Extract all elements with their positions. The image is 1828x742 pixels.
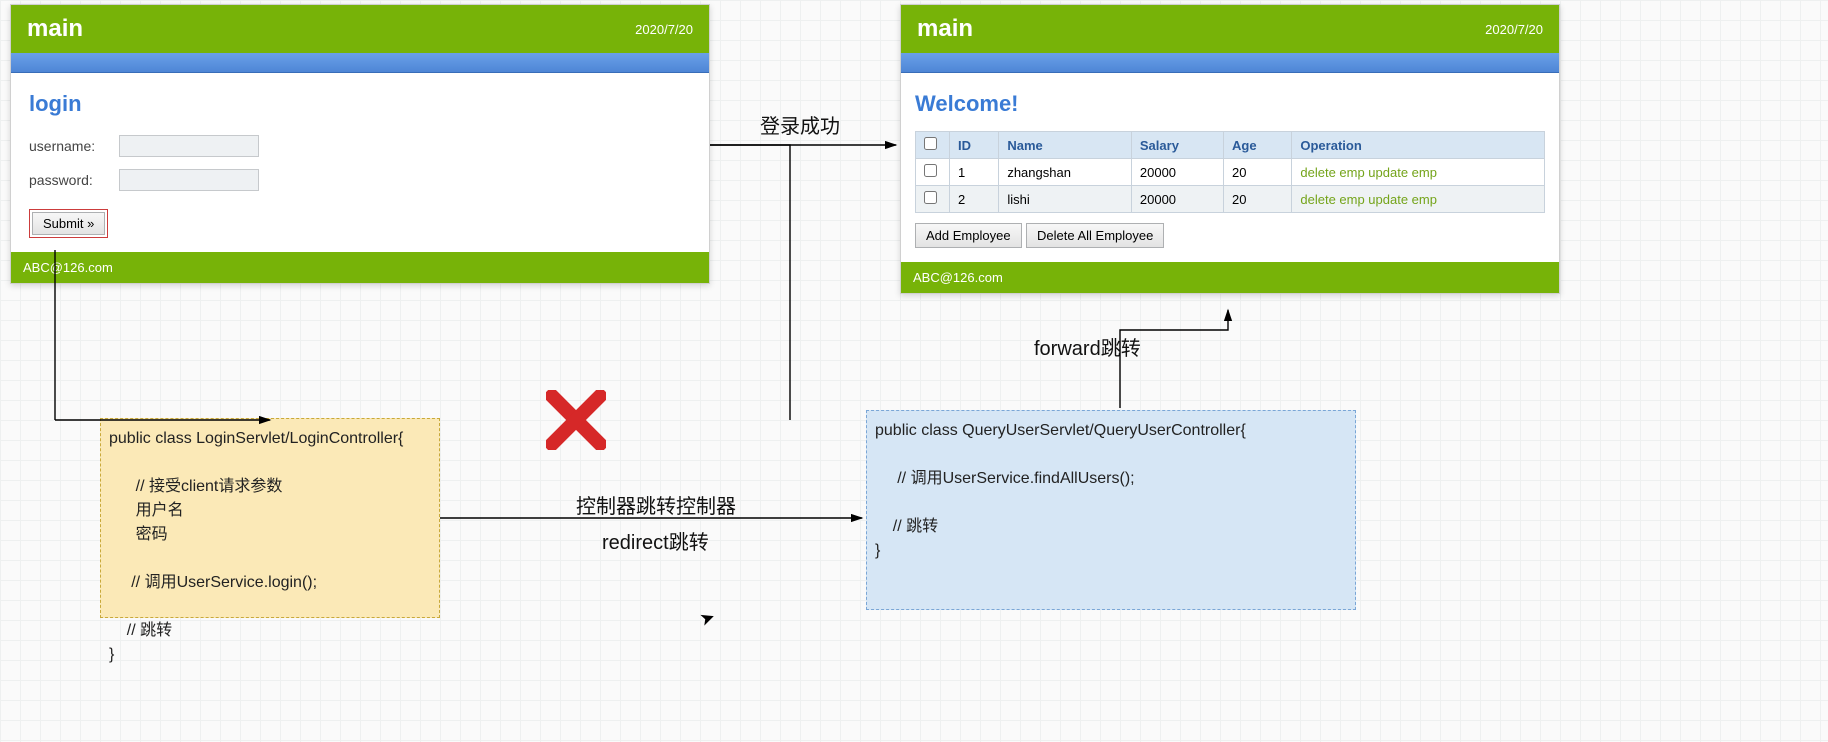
label-redirect: redirect跳转	[602, 526, 709, 555]
welcome-body: Welcome! ID Name Salary Age Operation 1 …	[901, 73, 1559, 262]
app-title: main	[917, 15, 973, 43]
login-body: login username: password: Submit »	[11, 73, 709, 252]
username-input[interactable]	[119, 135, 259, 157]
col-id: ID	[950, 132, 999, 159]
nav-bar	[901, 53, 1559, 73]
login-servlet-codebox: public class LoginServlet/LoginControlle…	[100, 418, 440, 618]
cell-operation[interactable]: delete emp update emp	[1292, 186, 1545, 213]
welcome-header: main 2020/7/20	[901, 5, 1559, 53]
username-label: username:	[29, 138, 119, 154]
header-date: 2020/7/20	[1485, 22, 1543, 37]
cell-operation[interactable]: delete emp update emp	[1292, 159, 1545, 186]
cell-name: zhangshan	[999, 159, 1132, 186]
employee-table: ID Name Salary Age Operation 1 zhangshan…	[915, 131, 1545, 213]
cell-salary: 20000	[1131, 159, 1223, 186]
cell-salary: 20000	[1131, 186, 1223, 213]
login-header: main 2020/7/20	[11, 5, 709, 53]
table-row: 2 lishi 20000 20 delete emp update emp	[916, 186, 1545, 213]
table-row: 1 zhangshan 20000 20 delete emp update e…	[916, 159, 1545, 186]
col-check	[916, 132, 950, 159]
col-salary: Salary	[1131, 132, 1223, 159]
delete-all-button[interactable]: Delete All Employee	[1026, 223, 1164, 248]
cell-id: 2	[950, 186, 999, 213]
add-employee-button[interactable]: Add Employee	[915, 223, 1022, 248]
blocked-icon	[546, 390, 606, 450]
label-forward: forward跳转	[1034, 332, 1141, 361]
label-ctrl-to-ctrl: 控制器跳转控制器	[576, 490, 736, 519]
table-actions: Add Employee Delete All Employee	[915, 223, 1545, 248]
select-all-checkbox[interactable]	[924, 137, 937, 150]
cell-age: 20	[1224, 186, 1292, 213]
welcome-section-title: Welcome!	[915, 91, 1545, 117]
label-login-success: 登录成功	[760, 110, 840, 139]
welcome-footer: ABC@126.com	[901, 262, 1559, 293]
submit-highlight-box: Submit »	[29, 209, 108, 238]
username-row: username:	[29, 135, 691, 157]
row-checkbox[interactable]	[924, 191, 937, 204]
password-row: password:	[29, 169, 691, 191]
app-title: main	[27, 15, 83, 43]
header-date: 2020/7/20	[635, 22, 693, 37]
row-checkbox[interactable]	[924, 164, 937, 177]
col-operation: Operation	[1292, 132, 1545, 159]
cell-id: 1	[950, 159, 999, 186]
password-label: password:	[29, 172, 119, 188]
cell-age: 20	[1224, 159, 1292, 186]
welcome-window: main 2020/7/20 Welcome! ID Name Salary A…	[900, 4, 1560, 294]
query-servlet-codebox: public class QueryUserServlet/QueryUserC…	[866, 410, 1356, 610]
submit-button[interactable]: Submit »	[32, 212, 105, 235]
table-header-row: ID Name Salary Age Operation	[916, 132, 1545, 159]
login-window: main 2020/7/20 login username: password:…	[10, 4, 710, 284]
cell-name: lishi	[999, 186, 1132, 213]
cursor-icon: ➤	[697, 606, 718, 631]
login-section-title: login	[29, 91, 691, 117]
login-footer: ABC@126.com	[11, 252, 709, 283]
col-name: Name	[999, 132, 1132, 159]
password-input[interactable]	[119, 169, 259, 191]
col-age: Age	[1224, 132, 1292, 159]
nav-bar	[11, 53, 709, 73]
